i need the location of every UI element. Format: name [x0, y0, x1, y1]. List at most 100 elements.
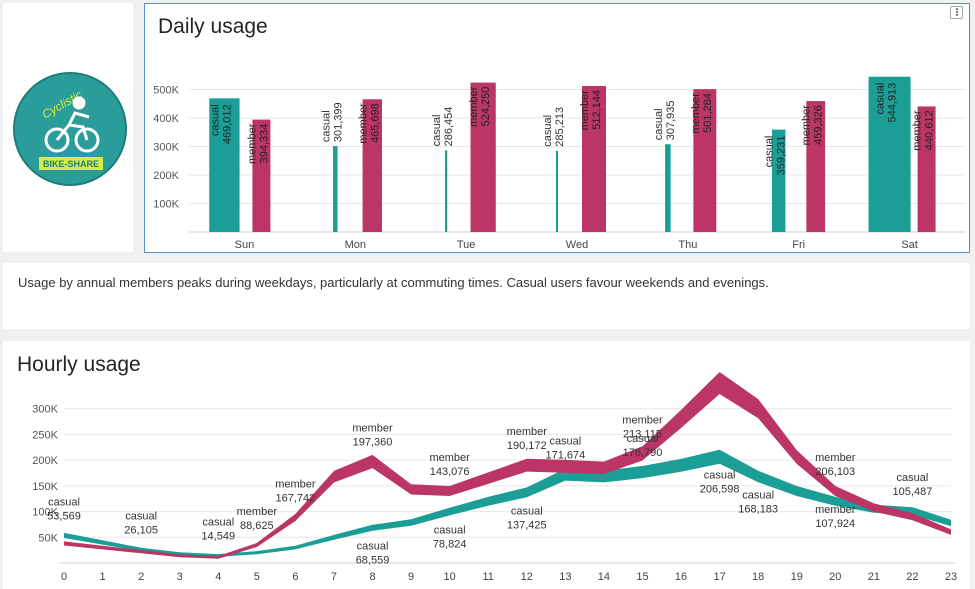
hourly-y-tick-label: 50K	[38, 532, 58, 544]
hourly-data-label-value: 167,742	[276, 492, 316, 504]
hourly-data-label-name: casual	[202, 517, 234, 529]
hourly-data-label-value: 53,569	[47, 510, 81, 522]
hourly-data-label-value: 171,674	[545, 450, 585, 462]
hourly-data-label-value: 88,625	[240, 520, 274, 532]
hourly-x-tick-label: 2	[138, 571, 144, 583]
daily-data-label-casual: casual 359,231	[764, 136, 788, 176]
hourly-data-label-name: casual	[627, 433, 659, 445]
daily-data-label-value: 544,913	[887, 83, 899, 123]
daily-data-label-name: member	[801, 105, 813, 146]
hourly-y-tick-label: 100K	[32, 507, 58, 519]
daily-bar-casual	[665, 144, 671, 232]
daily-data-label-name: member	[579, 90, 591, 131]
daily-data-label-value: 512,144	[591, 90, 603, 130]
hourly-x-tick-label: 8	[369, 571, 375, 583]
daily-data-label-value: 469,012	[221, 104, 233, 144]
hourly-data-label-name: casual	[125, 511, 157, 523]
daily-data-label-name: casual	[764, 136, 776, 168]
daily-bar-casual	[445, 150, 448, 232]
daily-bar-casual	[209, 98, 240, 233]
daily-usage-card[interactable]: Daily usage 100K 200K 300K 400K 500K Sun casua…	[144, 3, 970, 253]
hourly-x-tick-label: 14	[598, 571, 610, 583]
daily-data-label-casual: casual 286,454	[431, 107, 455, 147]
daily-data-label-value: 359,231	[776, 136, 788, 176]
daily-x-tick-label: Mon	[345, 239, 366, 251]
daily-x-tick-label: Thu	[678, 239, 697, 251]
hourly-data-label-name: casual	[511, 505, 543, 517]
daily-data-label-value: 301,399	[332, 102, 344, 142]
daily-data-label-name: casual	[209, 104, 221, 136]
logo-badge	[39, 157, 103, 170]
hourly-x-tick-label: 4	[215, 571, 221, 583]
daily-data-label-casual: casual 469,012	[209, 104, 233, 144]
daily-bar-member	[917, 106, 936, 232]
daily-data-label-value: 524,250	[480, 87, 492, 127]
hourly-x-tick-label: 12	[521, 571, 533, 583]
daily-y-tick-label: 300K	[153, 142, 179, 154]
hourly-data-label-name: casual	[704, 470, 736, 482]
daily-y-tick-label: 200K	[153, 170, 179, 182]
hourly-x-tick-label: 1	[100, 571, 106, 583]
insight-note-text: Usage by annual members peaks during wee…	[18, 275, 769, 290]
hourly-data-label-value: 137,425	[507, 519, 547, 531]
more-options-icon[interactable]	[950, 6, 963, 19]
daily-data-label-value: 285,213	[554, 107, 566, 147]
daily-data-label-name: member	[690, 93, 702, 134]
daily-data-label-name: casual	[431, 115, 443, 147]
daily-x-tick-label: Fri	[792, 239, 805, 251]
daily-y-tick-label: 400K	[153, 113, 179, 125]
daily-bar-casual	[333, 146, 338, 232]
hourly-x-tick-label: 21	[868, 571, 880, 583]
hourly-data-label-name: casual	[742, 490, 774, 502]
daily-data-label-value: 459,326	[813, 105, 825, 145]
hourly-data-label-name: member	[507, 426, 548, 438]
hourly-y-tick-label: 200K	[32, 455, 58, 467]
hourly-data-label-value: 213,115	[623, 428, 662, 440]
hourly-x-tick-label: 16	[675, 571, 687, 583]
daily-data-label-name: member	[357, 103, 369, 144]
daily-data-label-value: 394,334	[258, 124, 270, 164]
hourly-data-label-name: member	[622, 414, 663, 426]
daily-data-label-member: member 465,698	[357, 103, 381, 144]
hourly-x-tick-label: 18	[752, 571, 764, 583]
hourly-data-label-name: casual	[48, 496, 80, 508]
hourly-data-label-name: member	[815, 504, 856, 516]
daily-bar-member	[806, 101, 826, 232]
hourly-y-tick-label: 150K	[32, 481, 58, 493]
hourly-data-label-name: member	[237, 506, 278, 518]
hourly-x-tick-label: 10	[444, 571, 456, 583]
daily-data-label-member: member 512,144	[579, 90, 603, 131]
hourly-data-label-value: 68,559	[356, 555, 390, 567]
hourly-data-label-value: 26,105	[124, 525, 158, 537]
daily-y-tick-label: 100K	[153, 199, 179, 211]
hourly-x-tick-label: 6	[292, 571, 298, 583]
daily-data-label-name: casual	[875, 83, 887, 115]
hourly-y-tick-label: 300K	[32, 404, 58, 416]
hourly-usage-title: Hourly usage	[17, 353, 141, 376]
daily-bar-member	[470, 82, 496, 233]
daily-data-label-member: member 501,284	[690, 93, 714, 134]
daily-bar-member	[252, 119, 271, 232]
hourly-data-label-name: casual	[357, 541, 389, 553]
hourly-x-tick-label: 11	[483, 571, 494, 583]
logo-subtext: BIKE-SHARE	[43, 159, 99, 169]
hourly-data-label-name: member	[352, 423, 393, 435]
hourly-data-label-value: 176,790	[623, 447, 663, 459]
daily-data-label-value: 440,612	[924, 110, 936, 150]
daily-data-label-member: member 459,326	[801, 105, 825, 146]
daily-x-tick-label: Sat	[901, 239, 918, 251]
daily-data-label-name: member	[246, 123, 258, 164]
daily-bar-casual	[868, 76, 911, 232]
daily-usage-title: Daily usage	[158, 15, 268, 38]
hourly-usage-card[interactable]: Hourly usage 50K 100K 150K 200K 250K 300K 0 1 2 3…	[3, 341, 970, 589]
daily-data-label-casual: casual 307,935	[653, 100, 677, 140]
daily-bar-casual	[772, 129, 786, 232]
hourly-x-tick-label: 19	[791, 571, 803, 583]
hourly-x-tick-label: 3	[177, 571, 183, 583]
daily-data-label-name: casual	[542, 115, 554, 147]
hourly-data-label-value: 197,360	[353, 437, 393, 449]
daily-data-label-name: member	[912, 110, 924, 151]
daily-data-label-value: 307,935	[665, 100, 677, 140]
